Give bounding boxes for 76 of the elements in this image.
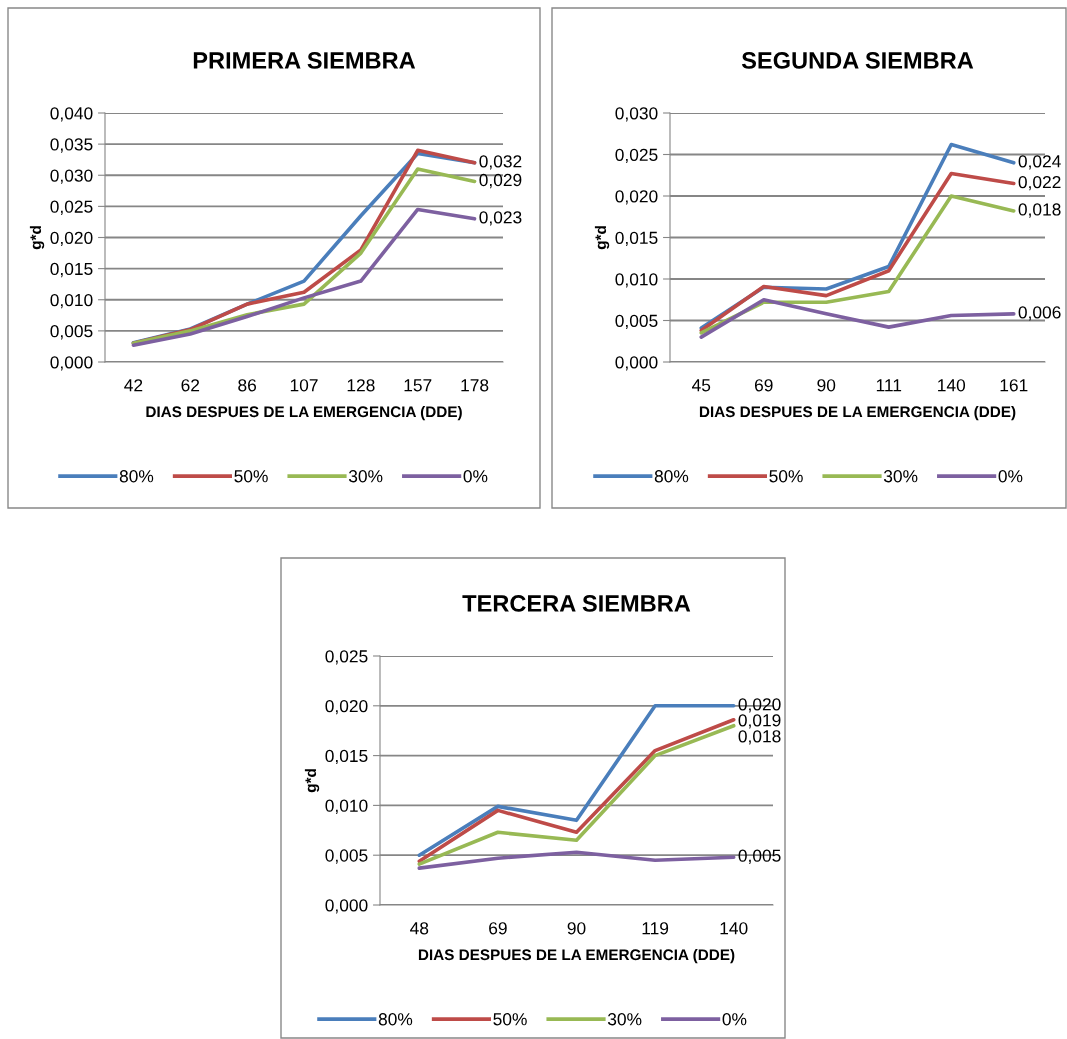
x-tick-label: 157: [404, 379, 432, 392]
x-axis-title: DIAS DESPUES DE LA EMERGENCIA (DDE): [418, 948, 735, 964]
chart-title: PRIMERA SIEMBRA: [193, 52, 416, 69]
y-tick-label: 0,020: [325, 699, 368, 715]
y-tick-label: 0,010: [615, 273, 658, 288]
legend-label: 50%: [234, 470, 268, 483]
x-tick-label: 69: [489, 922, 507, 935]
x-tick-label: 90: [817, 379, 836, 392]
line-series: [131, 207, 477, 347]
legend-label: 80%: [378, 1013, 413, 1026]
x-tick-label: 178: [461, 379, 489, 392]
legend-label: 0%: [722, 1013, 747, 1026]
x-tick-label: 62: [181, 379, 200, 392]
y-tick-label: 0,005: [50, 325, 93, 340]
y-tick-label: 0,040: [50, 107, 93, 122]
x-tick-label: 45: [691, 379, 711, 392]
y-axis-title: g*d: [594, 226, 610, 250]
y-tick-label: 0,000: [50, 356, 93, 371]
data-label: 0,006: [1018, 306, 1061, 321]
y-tick-label: 0,005: [615, 314, 658, 330]
data-label: 0,032: [479, 155, 522, 170]
y-tick-label: 0,010: [325, 799, 368, 814]
data-label: 0,023: [479, 211, 522, 226]
legend-label: 50%: [769, 470, 803, 483]
legend-label: 50%: [493, 1013, 527, 1026]
data-label: 0,018: [738, 730, 781, 745]
y-tick-label: 0,015: [50, 262, 93, 278]
y-tick-label: 0,010: [50, 293, 93, 309]
data-label: 0,029: [479, 173, 522, 189]
data-label: 0,024: [1018, 155, 1061, 170]
y-tick-label: 0,020: [50, 231, 93, 247]
y-axis-title: g*d: [304, 769, 320, 793]
line-series: [417, 850, 736, 870]
chart-title: SEGUNDA SIEMBRA: [741, 52, 974, 69]
x-tick-label: 119: [642, 922, 669, 935]
data-label: 0,022: [1018, 175, 1061, 191]
x-tick-label: 161: [1000, 379, 1028, 392]
chart-title: TERCERA SIEMBRA: [462, 595, 691, 612]
data-label: 0,005: [738, 849, 781, 864]
line-series: [699, 171, 1016, 333]
y-tick-label: 0,030: [50, 169, 93, 184]
x-tick-label: 140: [938, 379, 966, 392]
legend-label: 30%: [348, 470, 383, 483]
y-axis-title: g*d: [29, 226, 45, 250]
y-tick-label: 0,015: [325, 749, 368, 765]
legend-label: 0%: [998, 470, 1023, 483]
y-tick-label: 0,000: [325, 899, 368, 914]
x-tick-label: 90: [567, 922, 586, 935]
x-tick-label: 86: [238, 379, 257, 392]
y-tick-label: 0,015: [615, 231, 658, 247]
x-tick-label: 111: [876, 379, 902, 392]
y-tick-label: 0,025: [325, 650, 368, 665]
line-series: [699, 297, 1016, 339]
x-tick-label: 42: [124, 379, 143, 392]
y-tick-label: 0,005: [325, 849, 368, 864]
x-tick-label: 107: [290, 379, 318, 392]
x-tick-label: 69: [754, 379, 773, 392]
legend-label: 0%: [463, 470, 488, 483]
y-tick-label: 0,020: [615, 190, 658, 205]
x-tick-label: 140: [720, 922, 748, 935]
x-tick-label: 48: [410, 922, 429, 935]
legend-label: 80%: [119, 470, 154, 483]
x-tick-label: 128: [347, 379, 375, 392]
y-tick-label: 0,025: [50, 200, 93, 215]
legend-label: 30%: [883, 470, 918, 483]
y-tick-label: 0,025: [615, 148, 658, 164]
data-label: 0,020: [738, 698, 781, 713]
y-tick-label: 0,035: [50, 138, 93, 153]
data-label: 0,018: [1018, 203, 1061, 218]
y-tick-label: 0,000: [615, 356, 658, 371]
legend-label: 30%: [607, 1013, 642, 1026]
legend-label: 80%: [654, 470, 689, 483]
data-label: 0,019: [738, 714, 781, 729]
y-tick-label: 0,030: [615, 107, 658, 122]
x-axis-title: DIAS DESPUES DE LA EMERGENCIA (DDE): [699, 405, 1016, 421]
x-axis-title: DIAS DESPUES DE LA EMERGENCIA (DDE): [146, 405, 462, 421]
